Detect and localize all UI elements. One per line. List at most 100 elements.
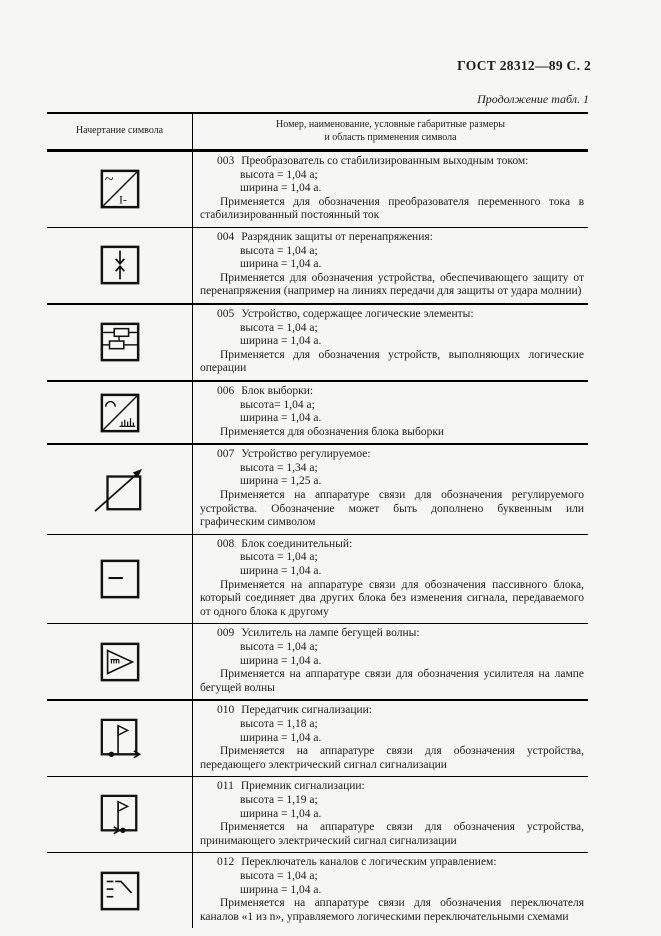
dimension-line: ширина = 1,04 а. (240, 412, 322, 425)
symbol-name: Устройство, содержащее логические элемен… (241, 307, 474, 320)
description-cell: 008 Блок соединительный: высота = 1,04 а;… (193, 535, 588, 624)
header-symbol-label: Начертание символа (75, 125, 164, 137)
symbol-name: Блок соединительный: (241, 537, 353, 550)
table-row: 012 Переключатель каналов с логическим уп… (47, 853, 588, 929)
table-row: 009 Усилитель на лампе бегущей волны: выс… (47, 624, 588, 702)
signal-transmitter-icon (100, 718, 141, 759)
symbol-cell (47, 445, 193, 534)
dimension-line: ширина = 1,25 а. (240, 475, 322, 488)
row-title: 011 Приемник сигнализации: (200, 780, 584, 794)
svg-text:I-: I- (119, 193, 127, 207)
table-row: 010 Передатчик сигнализации: высота = 1,1… (47, 701, 588, 778)
symbol-name: Блок выборки: (241, 384, 314, 397)
row-application: Применяется на аппаратуре связи для обоз… (200, 489, 584, 529)
symbol-name: Приемник сигнализации: (240, 780, 365, 793)
symbol-name: Преобразователь со стабилизированным вых… (241, 155, 529, 167)
symbol-number: 008 (217, 537, 235, 550)
symbol-number: 003 (217, 155, 235, 167)
symbol-number: 010 (217, 704, 235, 717)
row-dimensions: высота= 1,04 а; ширина = 1,04 а. (200, 399, 584, 426)
row-title: 008 Блок соединительный: (200, 538, 584, 552)
dimension-line: ширина = 1,04 а. (240, 565, 322, 578)
row-dimensions: высота = 1,18 а; ширина = 1,04 а. (200, 718, 584, 745)
description-cell: 011 Приемник сигнализации: высота = 1,19 … (193, 777, 588, 852)
dimension-line: высота = 1,18 а; (240, 717, 318, 730)
row-application: Применяется для обозначения устройств, в… (200, 348, 584, 375)
symbol-cell (47, 381, 193, 444)
symbol-number: 005 (217, 307, 235, 320)
table-row: 005 Устройство, содержащее логические эле… (47, 304, 588, 382)
header-description-column: Номер, наименование, условные габаритные… (193, 114, 588, 149)
svg-text:~: ~ (104, 171, 113, 189)
dimension-line: высота = 1,04 а; (240, 869, 318, 882)
symbol-cell (47, 534, 193, 624)
symbol-name: Устройство регулируемое: (241, 448, 371, 461)
row-title: 007 Устройство регулируемое: (200, 448, 584, 462)
symbol-number: 011 (217, 780, 234, 793)
dimension-line: высота = 1,19 а; (240, 793, 318, 806)
symbol-cell (47, 624, 193, 700)
logic-elements-device-icon (100, 323, 139, 362)
row-application: Применяется на аппаратуре связи для обоз… (200, 821, 584, 847)
row-title: 009 Усилитель на лампе бегущей волны: (200, 627, 584, 641)
surge-arrester-icon (100, 246, 139, 285)
dimension-line: ширина = 1,04 а. (240, 807, 322, 820)
description-cell: 009 Усилитель на лампе бегущей волны: выс… (193, 624, 588, 699)
table-row: 006 Блок выборки: высота= 1,04 а; ширина =… (47, 381, 588, 446)
row-application: Применяется на аппаратуре связи для обоз… (200, 897, 584, 923)
header-desc-line1: Номер, наименование, условные габаритные… (276, 119, 505, 130)
symbols-table: Начертание символа Номер, наименование, … (47, 112, 588, 929)
description-cell: 003 Преобразователь со стабилизированным … (193, 152, 588, 227)
row-application: Применяется для обозначения устройства, … (200, 271, 584, 298)
symbol-number: 012 (217, 856, 235, 869)
row-title: 004 Разрядник защиты от перенапряжения: (200, 231, 584, 245)
description-cell: 010 Передатчик сигнализации: высота = 1,1… (193, 701, 588, 776)
symbol-cell (47, 304, 193, 380)
row-application: Применяется для обозначения преобразоват… (200, 195, 584, 222)
row-title: 010 Передатчик сигнализации: (200, 704, 584, 718)
channel-switch-icon (100, 871, 139, 911)
table-body: ~ I- 003 Преобразователь со стабилизирован… (47, 152, 588, 929)
dimension-line: высота = 1,04 а; (240, 551, 318, 564)
symbol-name: Разрядник защиты от перенапряжения: (241, 230, 433, 243)
table-continuation-label: Продолжение табл. 1 (477, 92, 589, 106)
symbol-name: Переключатель каналов с логическим управ… (241, 856, 497, 869)
row-application: Применяется для обозначения блока выборк… (220, 425, 445, 438)
description-cell: 006 Блок выборки: высота= 1,04 а; ширина =… (193, 382, 588, 443)
row-title: 006 Блок выборки: (200, 385, 584, 399)
dimension-line: ширина = 1,04 а. (240, 258, 322, 271)
table-row: 011 Приемник сигнализации: высота = 1,19 … (47, 777, 588, 854)
adjustable-device-icon (93, 468, 142, 512)
symbol-number: 009 (217, 627, 235, 640)
dimension-line: ширина = 1,04 а. (240, 731, 322, 744)
dimension-line: высота = 1,34 а; (240, 461, 318, 474)
row-dimensions: высота = 1,04 а; ширина = 1,04 а. (200, 641, 584, 668)
row-dimensions: высота = 1,04 а; ширина = 1,04 а. (200, 870, 584, 897)
dimension-line: высота = 1,04 а; (240, 641, 318, 653)
dimension-line: ширина = 1,04 а. (240, 182, 322, 195)
row-dimensions: высота = 1,04 а; ширина = 1,04 а. (200, 245, 584, 272)
symbol-cell: ~ I- (47, 152, 193, 227)
converter-stabilized-current-icon: ~ I- (100, 170, 139, 209)
sampling-block-icon (100, 393, 139, 432)
dimension-line: ширина = 1,04 а. (240, 654, 322, 667)
dimension-line: ширина = 1,04 а. (240, 335, 322, 348)
description-cell: 012 Переключатель каналов с логическим уп… (193, 853, 588, 928)
dimension-line: ширина = 1,04 а. (240, 883, 322, 896)
symbol-number: 006 (217, 384, 235, 397)
row-title: 005 Устройство, содержащее логические эле… (200, 308, 584, 322)
dimension-line: высота = 1,04 а; (240, 321, 318, 334)
symbol-number: 007 (217, 448, 235, 461)
table-row: 008 Блок соединительный: высота = 1,04 а;… (47, 534, 588, 625)
doc-reference: ГОСТ 28312—89 С. 2 (457, 58, 591, 73)
row-title: 003 Преобразователь со стабилизированным … (200, 155, 584, 169)
row-application: Применяется на аппаратуре связи для обоз… (200, 668, 584, 694)
row-application: Применяется на аппаратуре связи для обоз… (200, 745, 584, 771)
connecting-block-icon (100, 559, 139, 599)
table-row: 004 Разрядник защиты от перенапряжения: в… (47, 227, 588, 305)
row-dimensions: высота = 1,34 а; ширина = 1,25 а. (200, 462, 584, 489)
symbol-name: Передатчик сигнализации: (241, 704, 372, 717)
symbol-cell (47, 227, 193, 303)
row-dimensions: высота = 1,04 а; ширина = 1,04 а. (200, 169, 584, 196)
